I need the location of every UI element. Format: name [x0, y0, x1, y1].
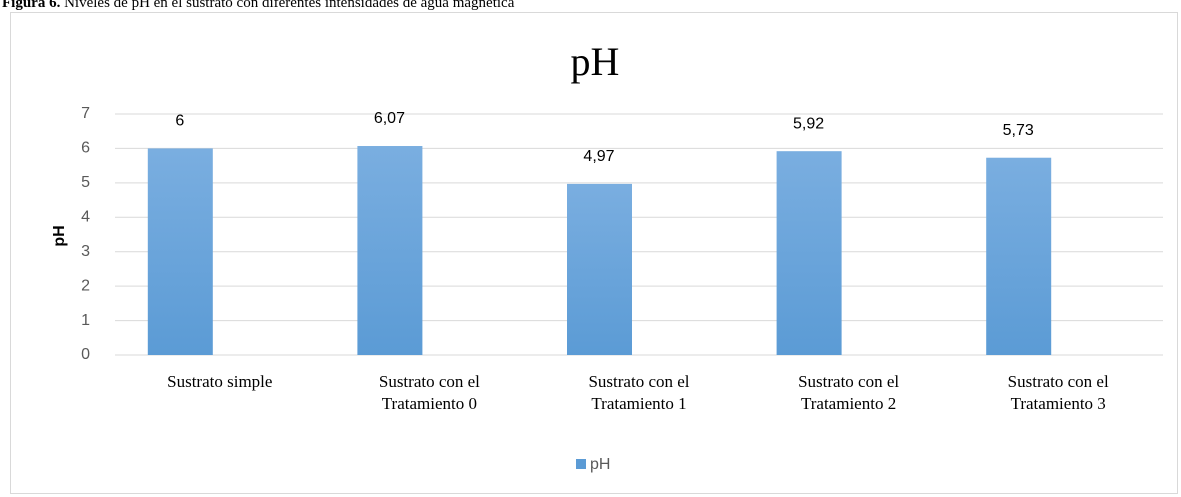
- y-tick-label: 1: [81, 312, 90, 329]
- y-axis-label: pH: [51, 225, 68, 246]
- data-label: 5,73: [1003, 122, 1034, 139]
- data-label: 5,92: [793, 115, 824, 132]
- bar: [776, 151, 842, 355]
- data-label: 6: [175, 113, 184, 130]
- y-tick-label: 4: [81, 209, 90, 226]
- x-tick-label: Sustrato con el Tratamiento 2: [798, 372, 900, 413]
- y-tick-label: 6: [81, 140, 90, 157]
- bar: [147, 148, 213, 355]
- x-tick-label: Sustrato simple: [167, 372, 273, 391]
- y-tick-label: 3: [81, 243, 90, 260]
- bar: [986, 157, 1052, 355]
- x-tick-label: Sustrato con el Tratamiento 3: [1007, 372, 1109, 413]
- bar: [357, 146, 423, 355]
- x-tick-label: Sustrato con el Tratamiento 0: [378, 372, 480, 413]
- y-tick-label: 0: [81, 346, 90, 363]
- x-tick-label: Sustrato con el Tratamiento 1: [588, 372, 690, 413]
- caption-text: Niveles de pH en el sustrato con diferen…: [64, 0, 515, 11]
- y-tick-label: 7: [81, 105, 90, 122]
- data-label: 4,97: [583, 148, 614, 165]
- caption: Figura 6. Niveles de pH en el sustrato c…: [2, 0, 514, 12]
- caption-label: Figura 6.: [2, 0, 61, 11]
- data-label: 6,07: [374, 110, 405, 127]
- y-tick-label: 2: [81, 277, 90, 294]
- legend-label: pH: [590, 456, 610, 473]
- bar: [567, 183, 632, 355]
- chart-title: pH: [571, 39, 620, 84]
- y-tick-label: 5: [81, 174, 90, 191]
- legend-swatch: [576, 459, 586, 469]
